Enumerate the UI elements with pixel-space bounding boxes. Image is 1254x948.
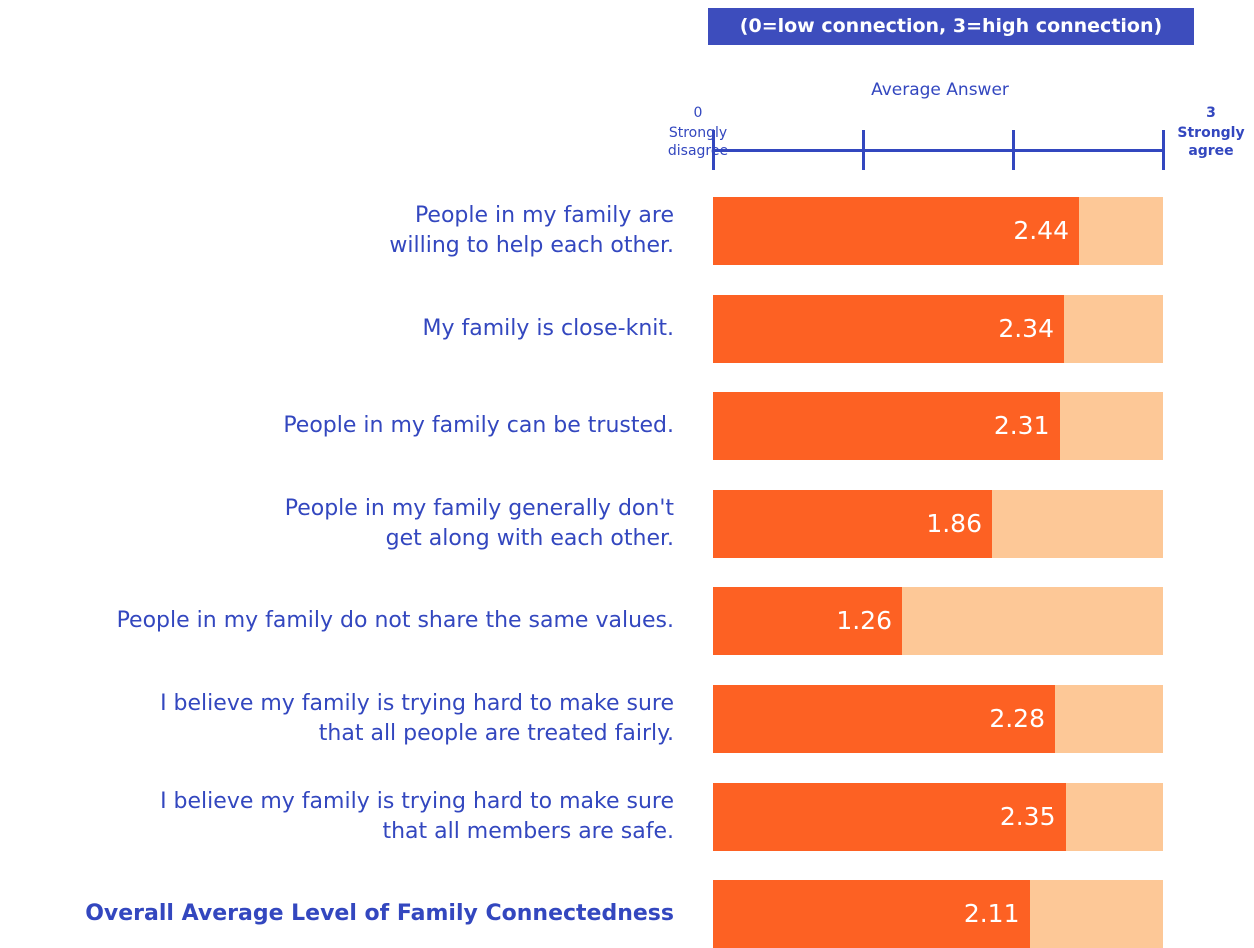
bar	[713, 197, 1079, 265]
bar	[713, 880, 1030, 948]
category-label: My family is close-knit.	[422, 315, 674, 341]
bar	[713, 489, 992, 558]
bar	[713, 685, 1055, 753]
bar	[713, 587, 902, 656]
x-end-label: Strongly disagree	[667, 125, 729, 159]
value-label: 1.26	[836, 606, 892, 636]
category-label: I believe my family is trying hard to ma…	[160, 788, 674, 844]
tick-mark	[861, 130, 865, 170]
category-label: People in my family can be trusted.	[283, 413, 674, 439]
axis-line	[713, 148, 1163, 152]
value-label: 2.34	[998, 313, 1054, 343]
bar	[713, 392, 1060, 461]
tick-mark	[1161, 130, 1165, 170]
x-tick-label: 0	[693, 105, 703, 121]
x-end-label: Strongly agree	[1177, 125, 1245, 159]
axis-label: Average Answer	[871, 80, 1009, 100]
value-label: 2.11	[963, 899, 1020, 929]
x-tick-label: 3	[1206, 105, 1216, 121]
tick-mark	[1011, 130, 1015, 170]
bar	[713, 294, 1064, 363]
value-label: 2.31	[993, 411, 1050, 441]
value-label: 2.35	[999, 801, 1056, 831]
category-label: Overall Average Level of Family Connecte…	[85, 901, 674, 927]
category-label: People in my family are willing to help …	[389, 203, 674, 258]
category-label: I believe my family is trying hard to ma…	[160, 691, 674, 746]
value-label: 2.28	[989, 704, 1045, 733]
subtitle: (0=low connection, 3=high connection)	[708, 8, 1194, 45]
value-label: 1.86	[926, 508, 982, 538]
bar	[713, 782, 1066, 851]
category-label: People in my family do not share the sam…	[116, 608, 674, 634]
tick-mark	[711, 130, 715, 170]
value-label: 2.44	[1013, 216, 1069, 245]
category-label: People in my family generally don't get …	[284, 495, 674, 551]
